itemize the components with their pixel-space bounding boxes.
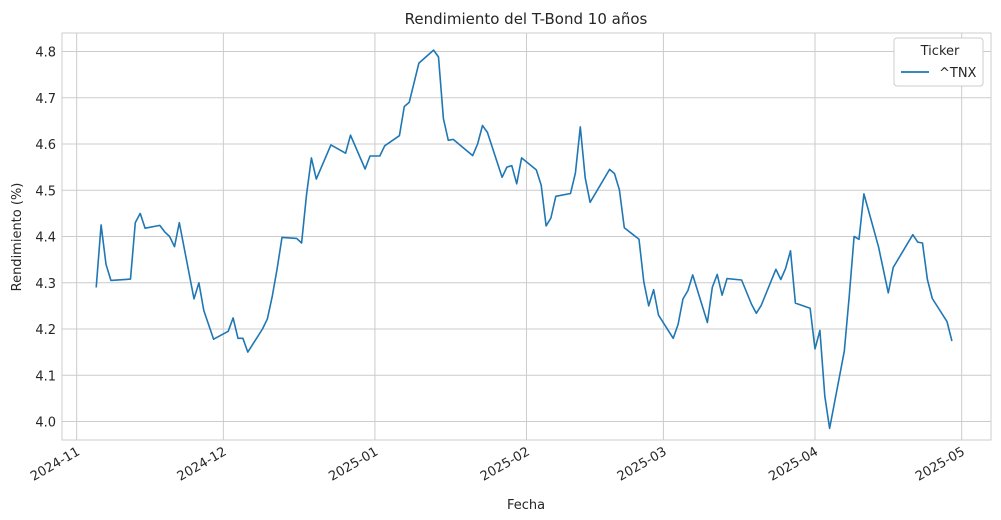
plot-area [61, 32, 992, 441]
y-tick-label: 4.1 [35, 369, 56, 384]
y-axis-tick-labels: 4.0 4.1 4.2 4.3 4.4 4.5 4.6 4.7 4.8 [35, 46, 56, 431]
y-tick-label: 4.7 [35, 92, 56, 107]
legend-title: Ticker [920, 44, 960, 59]
x-axis-title: Fecha [507, 498, 545, 513]
legend-box [893, 37, 984, 87]
y-tick-label: 4.8 [35, 46, 56, 61]
y-tick-label: 4.2 [35, 323, 56, 338]
plot-frame [61, 32, 992, 441]
legend-label-tnx: ^TNX [939, 66, 977, 81]
y-tick-label: 4.6 [35, 138, 56, 153]
y-tick-label: 4.3 [35, 277, 56, 292]
legend: Ticker ^TNX [893, 37, 984, 87]
y-tick-label: 4.0 [35, 416, 56, 431]
y-gridlines [62, 51, 991, 422]
y-tick-label: 4.4 [35, 231, 56, 246]
chart-title: Rendimiento del T-Bond 10 años [405, 10, 648, 28]
y-axis-title: Rendimiento (%) [10, 183, 25, 292]
y-tick-label: 4.5 [35, 184, 56, 199]
series-line-tnx [95, 49, 953, 430]
